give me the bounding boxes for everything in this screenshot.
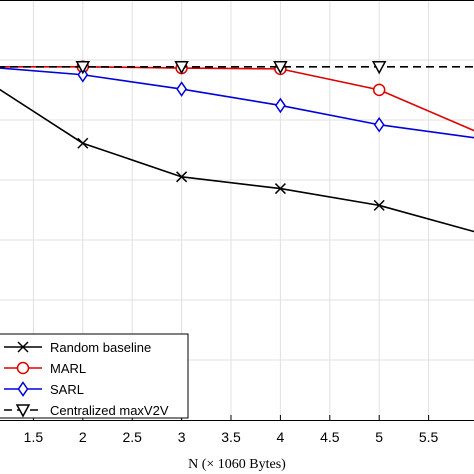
x-tick-label: 1.5 xyxy=(24,429,44,445)
legend-marker xyxy=(17,341,29,353)
legend-label: Random baseline xyxy=(50,340,151,355)
legend: Random baseline MARL SARL Centralized maxV2… xyxy=(0,333,189,419)
x-tick-label: 3.5 xyxy=(221,429,241,445)
series-random-baseline xyxy=(0,88,474,233)
x-tick-label: 4 xyxy=(277,429,285,445)
series-layer xyxy=(0,60,474,233)
x-tick-label: 5.5 xyxy=(419,429,439,445)
data-point xyxy=(274,97,286,114)
legend-item: Centralized maxV2V xyxy=(4,403,169,418)
series-line xyxy=(0,65,474,132)
data-point xyxy=(176,81,188,97)
legend-item: SARL xyxy=(4,381,84,397)
legend-label: SARL xyxy=(50,382,84,397)
legend-marker xyxy=(16,361,30,375)
data-point xyxy=(371,61,387,75)
legend-marker xyxy=(15,404,31,418)
legend-item: Random baseline xyxy=(4,340,151,355)
data-point xyxy=(373,199,385,211)
legend-label: MARL xyxy=(50,361,86,376)
data-point xyxy=(373,116,385,133)
marker-stroke xyxy=(176,171,188,183)
series-line xyxy=(0,88,474,233)
data-point xyxy=(176,171,188,183)
data-point xyxy=(274,183,286,195)
data-point xyxy=(273,61,288,75)
x-tick-label: 3 xyxy=(178,429,186,445)
x-tick-label: 2 xyxy=(79,429,87,445)
legend-label: Centralized maxV2V xyxy=(50,403,169,418)
data-point xyxy=(77,66,89,83)
legend-item: MARL xyxy=(4,361,86,376)
series-centralized-maxv2v xyxy=(0,61,474,75)
series-line xyxy=(0,67,474,139)
x-axis-label: N (× 1060 Bytes) xyxy=(188,457,286,472)
series-marl xyxy=(0,60,474,132)
marker-stroke xyxy=(373,199,385,211)
legend-box xyxy=(0,333,189,419)
data-point xyxy=(372,83,386,97)
x-tick-label: 4.5 xyxy=(320,429,340,445)
marker-stroke xyxy=(77,137,89,149)
x-ticks: 1.5 2 2.5 3 3.5 4 4.5 5 5.5 xyxy=(24,415,439,445)
data-point xyxy=(77,137,89,149)
x-tick-label: 5 xyxy=(375,429,383,445)
marker-stroke xyxy=(17,341,29,353)
marker-stroke xyxy=(274,183,286,195)
x-tick-label: 2.5 xyxy=(122,429,142,445)
series-sarl xyxy=(0,66,474,139)
data-point xyxy=(75,61,91,75)
data-point xyxy=(174,61,189,75)
plot-frame xyxy=(0,0,474,421)
legend-marker xyxy=(17,381,29,397)
